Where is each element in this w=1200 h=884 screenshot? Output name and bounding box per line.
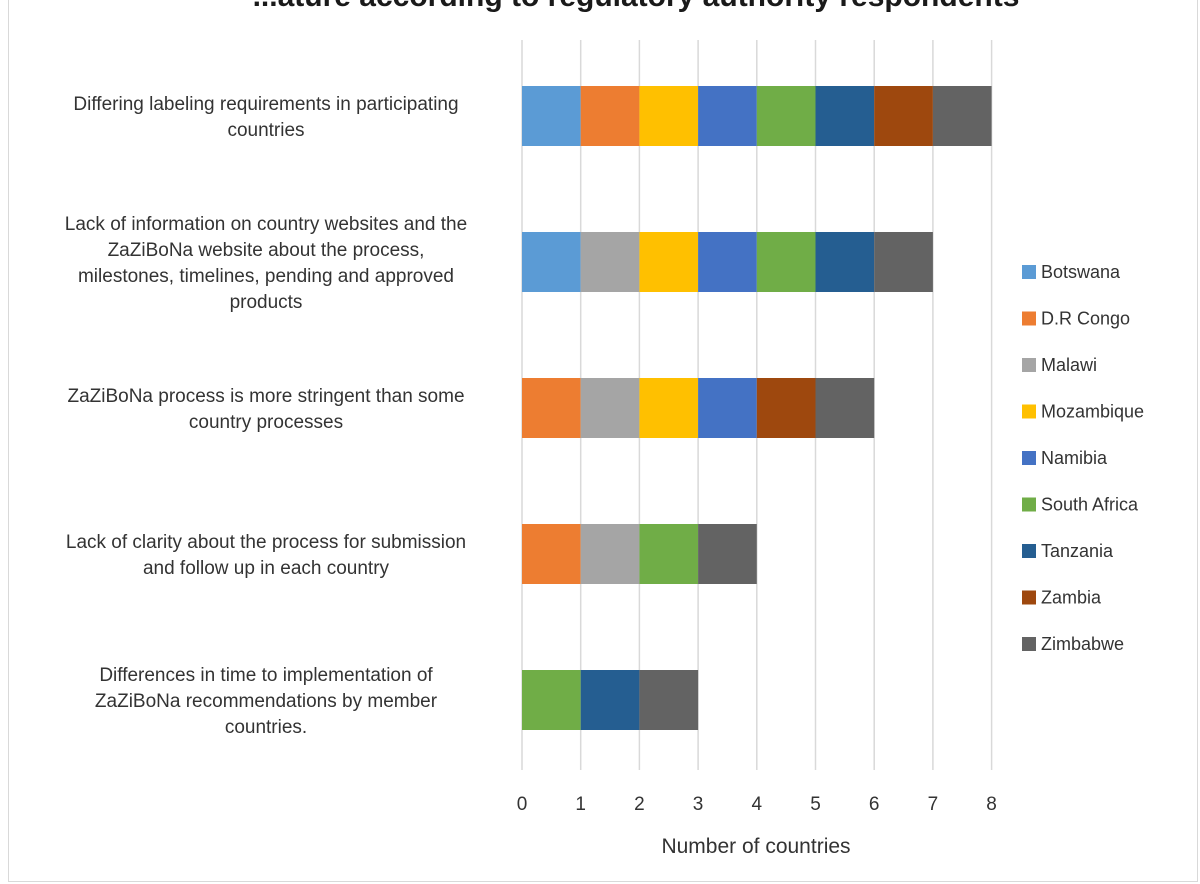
category-label: Differences in time to implementation of bbox=[99, 665, 433, 686]
bar-segment-zimbabwe bbox=[698, 524, 757, 584]
legend-label: Namibia bbox=[1041, 448, 1108, 468]
bar-segment-namibia bbox=[698, 232, 757, 292]
bar-segment-mozambique bbox=[639, 86, 699, 146]
bar-segment-zambia bbox=[874, 86, 933, 146]
legend-swatch bbox=[1022, 311, 1036, 326]
x-tick-label: 5 bbox=[810, 794, 821, 815]
bar-segment-botswana bbox=[522, 232, 581, 292]
bar-segment-d-r-congo bbox=[522, 524, 581, 584]
bar-segment-tanzania bbox=[815, 86, 875, 146]
legend-label: Botswana bbox=[1041, 262, 1121, 282]
legend-swatch bbox=[1022, 497, 1036, 512]
category-label: Lack of clarity about the process for su… bbox=[66, 532, 466, 553]
x-tick-label: 6 bbox=[869, 794, 880, 815]
bar-segments bbox=[522, 86, 992, 730]
category-label: ZaZiBoNa website about the process, bbox=[108, 240, 425, 261]
bar-segment-zimbabwe bbox=[932, 86, 992, 146]
bar-segment-namibia bbox=[698, 378, 757, 438]
legend-swatch bbox=[1022, 265, 1036, 279]
bar-segment-zimbabwe bbox=[815, 378, 875, 438]
category-labels: Differing labeling requirements in parti… bbox=[65, 94, 467, 738]
legend-label: Zambia bbox=[1041, 588, 1102, 608]
legend-swatch bbox=[1022, 637, 1036, 651]
x-tick-label: 0 bbox=[517, 794, 528, 815]
x-tick-label: 7 bbox=[928, 794, 939, 815]
chart-title: ...ature according to regulatory authori… bbox=[253, 0, 1020, 13]
bar-segment-south-africa bbox=[756, 232, 816, 292]
category-label: milestones, timelines, pending and appro… bbox=[78, 266, 454, 287]
bar-segment-mozambique bbox=[639, 232, 699, 292]
category-label: ZaZiBoNa process is more stringent than … bbox=[67, 386, 464, 407]
x-axis-title: Number of countries bbox=[661, 835, 850, 858]
legend-label: Mozambique bbox=[1041, 402, 1144, 422]
legend-label: South Africa bbox=[1041, 495, 1139, 515]
legend-label: Zimbabwe bbox=[1041, 634, 1124, 654]
category-label: ZaZiBoNa recommendations by member bbox=[95, 691, 438, 712]
x-tick-label: 1 bbox=[575, 794, 586, 815]
category-label: and follow up in each country bbox=[143, 558, 390, 579]
bar-segment-mozambique bbox=[639, 378, 699, 438]
bar-segment-south-africa bbox=[756, 86, 816, 146]
legend-swatch bbox=[1022, 590, 1036, 605]
bar-segment-botswana bbox=[522, 86, 581, 146]
legend-label: Malawi bbox=[1041, 355, 1097, 375]
bar-segment-zambia bbox=[756, 378, 816, 438]
bar-segment-zimbabwe bbox=[874, 232, 933, 292]
category-label: countries. bbox=[225, 717, 307, 738]
bar-segment-d-r-congo bbox=[580, 86, 640, 146]
category-label: countries bbox=[227, 120, 304, 141]
bar-segment-zimbabwe bbox=[639, 670, 699, 730]
legend-swatch bbox=[1022, 451, 1036, 465]
legend: Botswana D.R Congo Malawi Mozambique Namibia… bbox=[1022, 262, 1144, 654]
bar-segment-malawi bbox=[580, 378, 640, 438]
x-tick-label: 2 bbox=[634, 794, 645, 815]
chart-frame bbox=[8, 0, 1198, 882]
bar-segment-tanzania bbox=[815, 232, 875, 292]
bar-segment-south-africa bbox=[522, 670, 581, 730]
x-tick-label: 8 bbox=[986, 794, 997, 815]
x-tick-label: 4 bbox=[752, 794, 763, 815]
category-label: Differing labeling requirements in parti… bbox=[73, 94, 458, 115]
x-tick-label: 3 bbox=[693, 794, 704, 815]
bar-segment-malawi bbox=[580, 232, 640, 292]
category-label: products bbox=[230, 292, 303, 313]
x-tick-labels: 0 1 2 3 4 5 6 7 8 bbox=[517, 794, 997, 815]
bar-segment-malawi bbox=[580, 524, 640, 584]
category-label: Lack of information on country websites … bbox=[65, 214, 467, 235]
bar-segment-south-africa bbox=[639, 524, 699, 584]
bar-segment-d-r-congo bbox=[522, 378, 581, 438]
category-label: country processes bbox=[189, 412, 343, 433]
legend-label: Tanzania bbox=[1041, 541, 1114, 561]
legend-swatch bbox=[1022, 404, 1036, 419]
bar-segment-tanzania bbox=[580, 670, 640, 730]
bar-segment-namibia bbox=[698, 86, 757, 146]
legend-swatch bbox=[1022, 544, 1036, 558]
legend-swatch bbox=[1022, 358, 1036, 372]
legend-label: D.R Congo bbox=[1041, 309, 1130, 329]
